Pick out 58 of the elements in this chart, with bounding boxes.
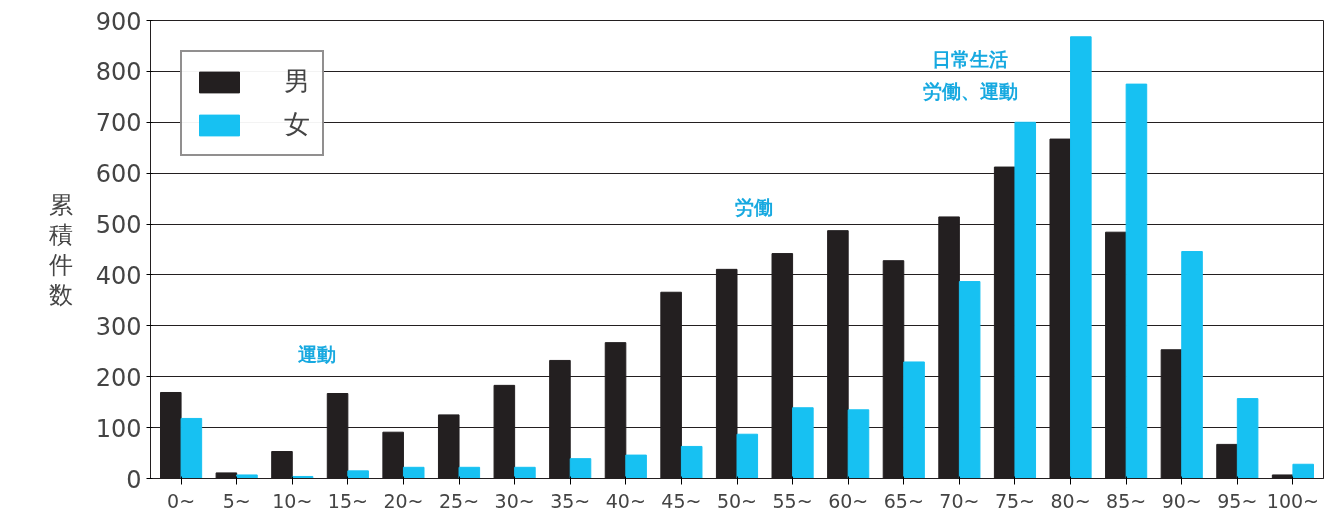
annotation: 労働、運動 bbox=[922, 81, 1018, 103]
y-tick-label: 500 bbox=[95, 211, 142, 240]
x-tick-label: 100~ bbox=[1266, 489, 1320, 512]
bar bbox=[1014, 121, 1037, 479]
bar bbox=[514, 466, 536, 479]
bar bbox=[458, 466, 481, 479]
x-tick-label: 60~ bbox=[828, 489, 869, 512]
bar bbox=[1181, 251, 1203, 479]
bar bbox=[236, 474, 258, 479]
x-tick-label: 20~ bbox=[383, 489, 424, 512]
x-tick-label: 35~ bbox=[550, 489, 591, 512]
x-tick-label: 55~ bbox=[772, 489, 813, 512]
y-tick-label: 900 bbox=[95, 7, 142, 36]
bar bbox=[1070, 36, 1092, 479]
x-tick-label: 10~ bbox=[272, 489, 313, 512]
y-tick-label: 800 bbox=[95, 58, 142, 87]
x-tick-label: 50~ bbox=[716, 489, 758, 512]
bar bbox=[736, 433, 759, 479]
x-tick-label: 95~ bbox=[1217, 489, 1258, 512]
bar bbox=[625, 454, 647, 479]
bar bbox=[1292, 463, 1314, 479]
x-tick-label: 30~ bbox=[494, 489, 535, 512]
bar bbox=[680, 445, 703, 479]
x-tick-label: 65~ bbox=[883, 489, 924, 512]
x-tick-label: 40~ bbox=[605, 489, 646, 512]
x-tick-label: 70~ bbox=[939, 489, 980, 512]
x-tick-label: 5~ bbox=[222, 489, 251, 512]
y-tick-label: 100 bbox=[95, 414, 142, 443]
x-tick-label: 75~ bbox=[994, 489, 1036, 512]
x-tick-label: 90~ bbox=[1161, 489, 1202, 512]
y-tick-label: 300 bbox=[95, 312, 142, 341]
x-tick-label: 15~ bbox=[327, 489, 368, 512]
y-tick-label: 600 bbox=[95, 160, 142, 189]
y-tick-label: 0 bbox=[126, 465, 142, 494]
x-tick-label: 0~ bbox=[167, 489, 196, 512]
y-axis-title: 累積件数 bbox=[48, 191, 73, 308]
annotation: 運動 bbox=[297, 344, 337, 366]
bar bbox=[792, 407, 814, 479]
bar bbox=[958, 281, 981, 479]
x-tick-label: 80~ bbox=[1050, 489, 1091, 512]
y-tick-label: 700 bbox=[95, 109, 142, 138]
y-tick-label: 400 bbox=[95, 261, 142, 290]
annotation: 日常生活 bbox=[932, 49, 1009, 71]
x-tick-label: 85~ bbox=[1106, 489, 1147, 512]
x-tick-label: 45~ bbox=[661, 489, 702, 512]
bar bbox=[847, 409, 870, 479]
bar bbox=[180, 417, 203, 479]
legend-label: 女 bbox=[284, 108, 310, 141]
y-tick-label: 200 bbox=[95, 363, 142, 392]
bar bbox=[402, 466, 425, 479]
x-tick-label: 25~ bbox=[438, 489, 480, 512]
bar bbox=[903, 361, 925, 479]
bar bbox=[347, 470, 369, 479]
bar bbox=[1125, 83, 1148, 479]
bar bbox=[569, 458, 592, 479]
legend-label: 男 bbox=[284, 65, 310, 98]
annotation: 労働 bbox=[734, 196, 773, 218]
bar bbox=[1236, 398, 1259, 479]
